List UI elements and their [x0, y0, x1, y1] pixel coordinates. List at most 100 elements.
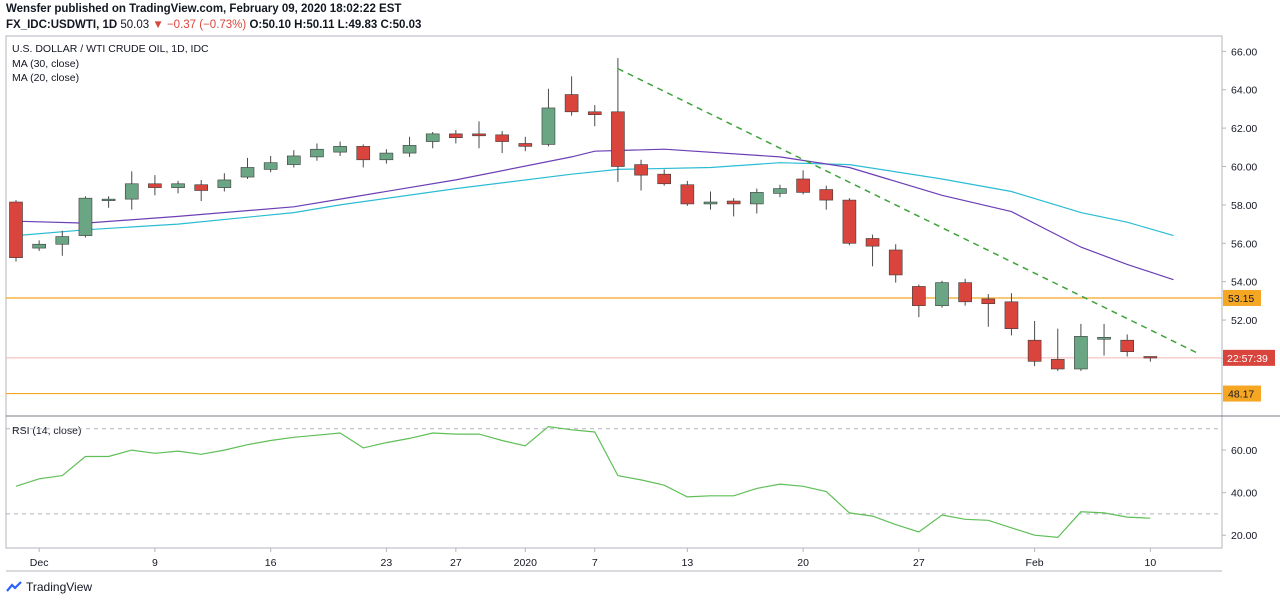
candle-body	[634, 164, 648, 176]
candle-body	[78, 197, 93, 236]
candle-body	[356, 146, 371, 161]
candle-body	[749, 192, 764, 205]
brand-name: TradingView	[26, 580, 93, 594]
candle-body	[1004, 301, 1019, 329]
candle-body	[449, 133, 463, 139]
candle-body	[1050, 359, 1065, 370]
candle-body	[773, 188, 787, 194]
time-tick-label: 23	[381, 557, 393, 569]
candle	[819, 185, 834, 210]
candle	[564, 76, 579, 116]
time-tick-label: 27	[450, 557, 462, 569]
candle-body	[935, 282, 949, 306]
current-price-badge	[1223, 349, 1275, 366]
time-tick-label: 16	[265, 557, 277, 569]
candle-body	[819, 189, 834, 201]
candle-body	[425, 133, 440, 142]
candle	[9, 200, 23, 262]
candle-body	[194, 184, 208, 191]
time-tick-label: 9	[152, 557, 158, 569]
ma20-line	[15, 162, 1174, 237]
symbol-label: FX_IDC:USDWTI, 1D	[6, 19, 118, 31]
level-price-badge	[1223, 289, 1261, 306]
candle	[194, 179, 208, 202]
candle-body	[981, 298, 996, 305]
candle-body	[1143, 356, 1158, 359]
candle-body	[842, 199, 857, 244]
time-tick-label: 7	[592, 557, 598, 569]
tradingview-logo-icon	[6, 581, 22, 592]
candle-body	[865, 238, 880, 247]
candle	[958, 278, 972, 306]
candle	[449, 130, 463, 144]
chart-header: Wensfer published on TradingView.com, Fe…	[0, 0, 1280, 34]
candle-body	[1074, 336, 1088, 370]
candle	[148, 175, 162, 196]
time-tick-label: 2020	[514, 557, 538, 569]
candle	[634, 159, 648, 191]
time-tick-label: 20	[797, 557, 809, 569]
candle	[611, 58, 625, 182]
candle-body	[680, 184, 695, 205]
level-price-label: 48.17	[1228, 389, 1254, 401]
candle	[1004, 293, 1019, 336]
rsi-tick-label: 60.00	[1231, 445, 1257, 457]
rsi-pane: RSI (14, close) 60.00 40.00 20.00	[6, 425, 1257, 542]
time-tick-label: Feb	[1026, 557, 1044, 569]
candle	[1074, 323, 1088, 371]
candle	[310, 143, 324, 161]
candle	[726, 198, 741, 217]
candle-body	[472, 133, 486, 137]
candle	[935, 280, 949, 308]
price-tick-label: 58.00	[1231, 200, 1257, 212]
down-triangle-icon: ▼	[152, 19, 164, 31]
published-line: Wensfer published on TradingView.com, Fe…	[6, 3, 402, 15]
candle	[1143, 356, 1158, 362]
candle	[1050, 328, 1065, 371]
candle-body	[333, 146, 347, 153]
level-price-badge	[1223, 385, 1261, 402]
candle	[1097, 323, 1111, 356]
candle-body	[796, 178, 810, 193]
candle	[749, 188, 764, 214]
price-tick-label: 60.00	[1231, 162, 1257, 174]
candle	[842, 198, 857, 246]
rsi-line	[15, 425, 1151, 539]
time-axis: Dec 9 16 23 27 2020 7 13 20 27 Feb 10	[30, 548, 1156, 569]
candle-body	[611, 111, 625, 167]
candle	[356, 144, 371, 168]
candle	[171, 180, 185, 194]
candle-body	[240, 167, 255, 178]
candle-body	[912, 286, 926, 306]
candle	[495, 131, 509, 154]
candle-body	[310, 148, 324, 158]
candle	[703, 191, 718, 210]
time-tick-label: Dec	[30, 557, 49, 569]
candle	[680, 180, 695, 206]
candle-body	[55, 236, 70, 245]
candle-body	[1120, 339, 1134, 353]
candle-body	[148, 183, 162, 188]
candle-body	[703, 201, 718, 205]
time-tick-label: 13	[682, 557, 694, 569]
candle-body	[587, 111, 602, 115]
candle-body	[32, 243, 46, 249]
price-tick-label: 66.00	[1231, 46, 1257, 58]
candle-body	[657, 173, 672, 185]
candle-body	[726, 200, 741, 205]
candle	[1027, 321, 1042, 367]
candle	[796, 170, 810, 195]
candle	[32, 240, 46, 251]
tradingview-logo[interactable]: TradingView	[6, 580, 92, 594]
candle	[541, 88, 556, 147]
chart-frame	[5, 35, 1223, 549]
price-tick-label: 54.00	[1231, 277, 1257, 289]
ma30-line	[15, 148, 1174, 281]
last-price: 50.03	[120, 19, 150, 31]
candle-body	[286, 155, 301, 165]
candle-body	[564, 94, 579, 113]
candle	[1120, 334, 1134, 357]
candle	[981, 294, 996, 327]
indicator-label: MA (20, close)	[12, 72, 79, 84]
